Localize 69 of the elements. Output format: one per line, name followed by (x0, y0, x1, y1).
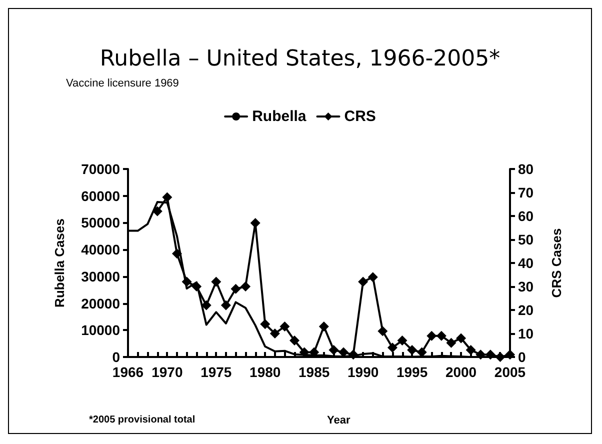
point (280, 321, 290, 332)
point (211, 276, 222, 287)
point (250, 218, 260, 228)
point (260, 319, 270, 330)
point (426, 330, 437, 341)
x-tick-label: 2000 (445, 364, 477, 380)
y-tick-label: 60000 (81, 188, 120, 204)
point (485, 350, 496, 360)
text: *2005 provisional total (89, 414, 196, 426)
x-tick-label: 1985 (298, 364, 330, 380)
point (348, 350, 358, 360)
point (456, 333, 466, 344)
legend-label: CRS (344, 108, 376, 125)
y2-tick-label: 0 (518, 349, 526, 365)
point (397, 336, 408, 346)
point (201, 300, 212, 310)
point (182, 276, 192, 287)
point (328, 344, 339, 355)
y-tick-label: 20000 (81, 295, 120, 312)
point (505, 350, 515, 360)
point (299, 347, 310, 358)
point (192, 282, 202, 292)
x-tick-label: 1970 (152, 364, 183, 380)
point (407, 344, 418, 355)
point (446, 338, 456, 348)
y-tick-label: 70000 (81, 161, 120, 177)
y2-tick-label: 60 (518, 208, 534, 224)
y-tick-label: 30000 (81, 268, 120, 284)
y-axis-title: Rubella Cases (52, 218, 67, 308)
legend-label: Rubella (252, 108, 307, 125)
y-tick-label: 10000 (81, 322, 120, 338)
y2-axis-title: CRS Cases (549, 228, 564, 298)
point (378, 326, 388, 336)
y2-tick-label: 40 (518, 255, 534, 271)
x-tick-label: 1980 (250, 364, 281, 380)
y-tick-label: 40000 (81, 242, 120, 258)
y-tick-label: 0 (112, 349, 120, 365)
point (152, 206, 162, 216)
point (416, 347, 427, 358)
point (476, 350, 486, 360)
point (240, 282, 251, 292)
point (387, 342, 398, 353)
x-tick-label: 1995 (396, 364, 428, 380)
y-tick-label: 50000 (81, 214, 120, 231)
y2-tick-label: 50 (518, 232, 534, 248)
point (290, 336, 300, 346)
point (358, 276, 368, 287)
y2-tick-label: 80 (518, 161, 534, 177)
y2-tick-label: 30 (518, 278, 534, 294)
y2-tick-label: 20 (518, 302, 534, 318)
x-axis-title: Year (327, 414, 351, 426)
point (466, 344, 476, 355)
x-tick-label: 1990 (348, 364, 379, 380)
point (172, 248, 182, 259)
point (318, 321, 329, 332)
point (270, 328, 280, 338)
point (220, 300, 231, 310)
point (162, 192, 172, 202)
point (495, 352, 506, 362)
y2-tick-label: 10 (518, 326, 534, 342)
point (436, 330, 446, 341)
chart-title: Rubella – United States, 1966-2005* (100, 46, 500, 72)
x-tick-label: 1975 (200, 364, 232, 380)
x-tick-label: 1966 (112, 364, 144, 380)
x-tick-label: 2005 (494, 364, 526, 380)
point (368, 272, 378, 282)
y2-tick-label: 70 (518, 184, 534, 200)
point (230, 284, 241, 294)
chart-subtitle: Vaccine licensure 1969 (66, 78, 179, 90)
